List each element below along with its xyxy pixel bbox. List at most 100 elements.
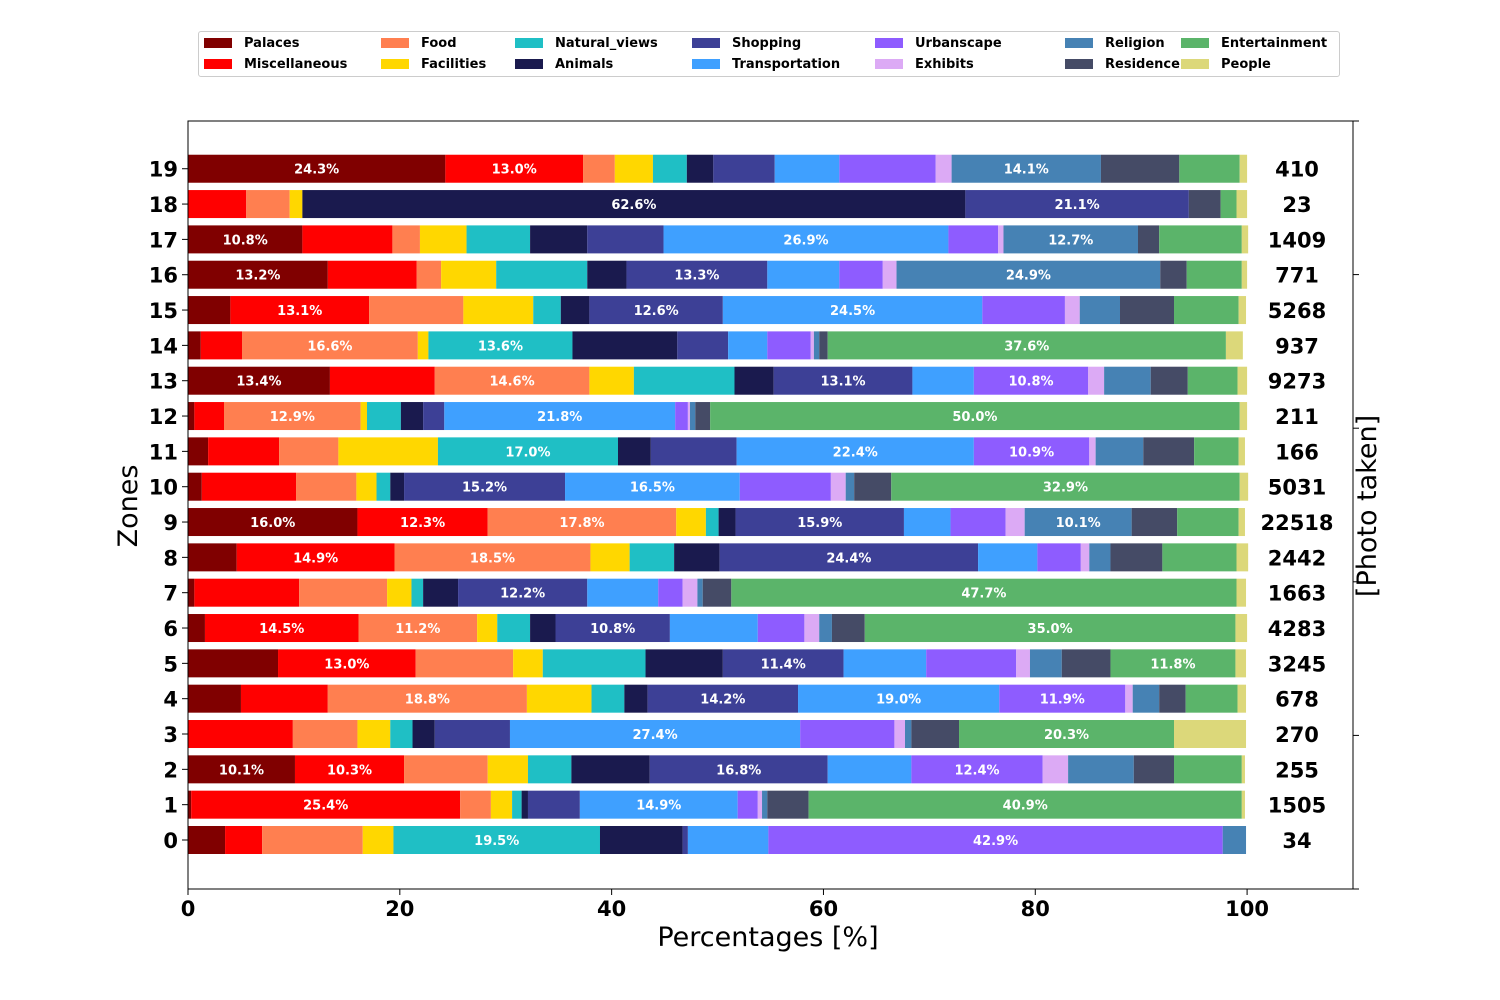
bar-data-label: 40.9% — [1003, 799, 1048, 814]
bar-data-label: 27.4% — [633, 728, 678, 743]
bar-segment — [590, 543, 630, 572]
bar-segment — [1064, 296, 1080, 325]
bar-segment — [1241, 790, 1245, 819]
bar-segment — [188, 190, 247, 219]
bar-segment — [513, 649, 543, 678]
plot-frame — [187, 120, 1354, 890]
bar-segment — [188, 225, 303, 254]
bar-segment — [1239, 472, 1249, 501]
legend-label: People — [1221, 56, 1271, 72]
legend-item: People — [1181, 55, 1271, 73]
bar-data-label: 11.4% — [761, 657, 806, 672]
bar-segment — [589, 366, 634, 395]
bar-segment — [589, 296, 723, 325]
bar-data-label: 12.9% — [270, 410, 315, 425]
bar-segment — [434, 366, 590, 395]
bars-layer — [188, 154, 1249, 854]
bar-segment — [614, 154, 653, 183]
y-tick-label: 8 — [163, 546, 178, 570]
bar-data-label: 37.6% — [1004, 339, 1049, 354]
bar-segment — [299, 578, 388, 607]
bar-segment — [560, 296, 590, 325]
bar-data-label: 13.6% — [478, 339, 523, 354]
bar-segment — [302, 225, 393, 254]
bar-segment — [404, 472, 566, 501]
bar-segment — [810, 331, 814, 360]
photo-count-label: 23 — [1282, 193, 1311, 217]
bar-data-label: 11.2% — [395, 622, 440, 637]
bar-segment — [356, 472, 377, 501]
bar-segment — [188, 614, 205, 643]
legend-item: Urbanscape — [875, 34, 1002, 52]
bar-segment — [617, 437, 651, 466]
y-tick-label: 9 — [163, 511, 178, 535]
bar-segment — [194, 578, 300, 607]
legend-swatch — [204, 38, 232, 48]
bar-segment — [773, 366, 913, 395]
bar-data-label: 13.0% — [324, 657, 369, 672]
bar-segment — [1162, 543, 1237, 572]
bar-segment — [1104, 366, 1151, 395]
bar-segment — [798, 684, 1000, 713]
photo-count-label: 255 — [1275, 758, 1319, 782]
legend-item: Shopping — [692, 34, 801, 52]
bar-segment — [188, 260, 328, 289]
bar-data-label: 17.8% — [559, 516, 604, 531]
bar-segment — [376, 472, 391, 501]
bar-segment — [649, 755, 828, 784]
bar-segment — [710, 402, 1240, 431]
x-axis-label: Percentages [%] — [657, 922, 878, 953]
bar-segment — [188, 755, 295, 784]
bar-segment — [831, 614, 865, 643]
bar-data-label: 42.9% — [973, 834, 1018, 849]
photo-count-label: 5031 — [1268, 476, 1326, 500]
bar-segment — [804, 614, 820, 643]
bar-segment — [768, 826, 1223, 854]
bar-data-label: 14.2% — [700, 693, 745, 708]
bar-segment — [650, 437, 737, 466]
bar-segment — [1088, 366, 1105, 395]
bar-segment — [302, 190, 966, 219]
bar-segment — [1125, 684, 1133, 713]
bar-segment — [415, 649, 514, 678]
photo-count-label: 1505 — [1268, 794, 1326, 818]
bar-segment — [278, 649, 416, 678]
bar-data-label: 19.0% — [876, 693, 921, 708]
photo-count-label: 34 — [1282, 829, 1311, 853]
y-tick-label: 14 — [149, 334, 178, 358]
bar-data-label: 35.0% — [1028, 622, 1073, 637]
y-tick-label: 1 — [163, 794, 178, 818]
bar-segment — [1241, 225, 1249, 254]
bar-segment — [188, 508, 358, 537]
bar-segment — [296, 472, 357, 501]
y-tick-label: 18 — [149, 193, 178, 217]
bar-segment — [950, 508, 1006, 537]
bar-segment — [490, 790, 513, 819]
legend-label: Palaces — [244, 35, 300, 51]
bar-segment — [1016, 649, 1030, 678]
bar-segment — [572, 331, 678, 360]
legend-label: Entertainment — [1221, 35, 1328, 51]
bar-segment — [1159, 684, 1186, 713]
bar-segment — [204, 614, 359, 643]
bar-segment — [1235, 614, 1248, 643]
bar-segment — [394, 543, 591, 572]
bar-segment — [188, 366, 330, 395]
bar-data-label: 18.8% — [405, 693, 450, 708]
bar-data-label: 10.1% — [219, 763, 264, 778]
bar-data-label: 16.0% — [250, 516, 295, 531]
bar-segment — [188, 437, 209, 466]
bar-data-label: 10.1% — [1056, 516, 1101, 531]
photo-count-label: 270 — [1275, 723, 1319, 747]
bar-segment — [1238, 437, 1245, 466]
bar-data-label: 13.0% — [492, 163, 537, 178]
legend-swatch — [692, 38, 720, 48]
bar-segment — [188, 472, 202, 501]
legend-item: Natural_views — [515, 34, 658, 52]
bar-segment — [658, 578, 683, 607]
bar-segment — [327, 684, 527, 713]
bar-segment — [1061, 649, 1111, 678]
y-tick-label: 5 — [163, 652, 178, 676]
